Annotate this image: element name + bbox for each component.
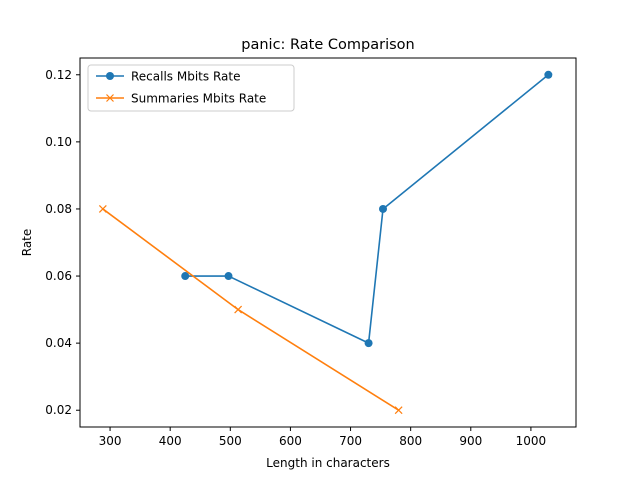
data-point	[181, 272, 190, 281]
plot-frame	[79, 57, 577, 428]
plot-area	[98, 70, 553, 415]
chart-title: panic: Rate Comparison	[241, 37, 414, 53]
y-axis: 0.02 0.04 0.06 0.08 0.10 0.12	[45, 68, 80, 417]
legend-marker-stroke	[106, 94, 114, 102]
legend-box	[87, 64, 295, 112]
legend: Recalls Mbits Rate Summaries Mbits Rate	[87, 64, 295, 112]
data-point-stroke	[394, 406, 403, 415]
data-point	[544, 70, 553, 79]
y-tick-label: 0.06	[45, 269, 72, 283]
data-point	[394, 406, 403, 415]
data-point-stroke	[98, 205, 107, 213]
y-tick-label: 0.02	[45, 403, 72, 417]
x-tick-label: 1000	[516, 434, 547, 448]
y-axis-label: Rate	[20, 229, 34, 257]
x-tick-label: 600	[279, 434, 302, 448]
x-tick-label: 900	[459, 434, 482, 448]
y-tick-label: 0.12	[45, 68, 72, 82]
x-axis: 300 400 500 600 700 800 900 1000	[99, 427, 547, 448]
y-tick-label: 0.04	[45, 336, 72, 350]
series-line-1	[185, 74, 549, 344]
series-line-2	[102, 208, 400, 411]
x-tick-label: 800	[399, 434, 422, 448]
x-tick-label: 300	[99, 434, 122, 448]
data-point	[379, 204, 388, 213]
x-tick-label: 500	[219, 434, 242, 448]
legend-marker	[106, 94, 114, 102]
data-point	[234, 305, 243, 314]
legend-label: Summaries Mbits Rate	[131, 92, 266, 106]
data-point-stroke	[234, 305, 243, 314]
y-tick-label: 0.08	[45, 202, 72, 216]
legend-label: Recalls Mbits Rate	[131, 70, 240, 84]
x-axis-label: Length in characters	[266, 456, 390, 470]
x-tick-label: 400	[159, 434, 182, 448]
data-point	[98, 205, 107, 213]
x-tick-label: 700	[339, 434, 362, 448]
legend-marker	[106, 72, 114, 80]
data-point	[364, 339, 373, 348]
y-tick-label: 0.10	[45, 135, 72, 149]
data-point	[224, 272, 233, 281]
